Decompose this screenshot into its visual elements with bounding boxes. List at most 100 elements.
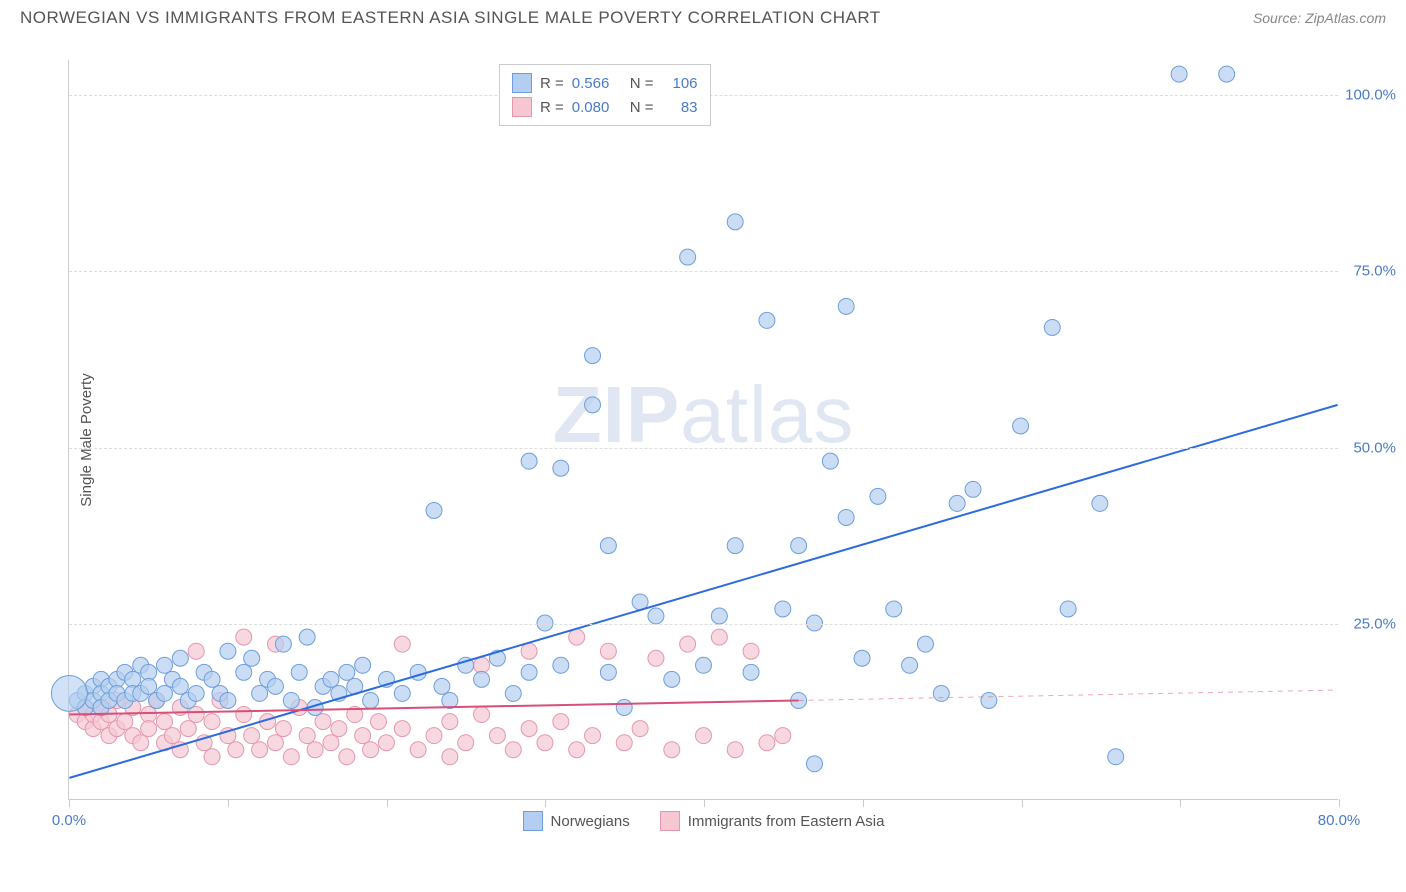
data-point (600, 664, 616, 680)
legend-r-label: R = (540, 75, 564, 92)
data-point (188, 707, 204, 723)
data-point (141, 721, 157, 737)
data-point (791, 538, 807, 554)
data-point (537, 735, 553, 751)
data-point (759, 312, 775, 328)
data-point (505, 685, 521, 701)
y-tick-label: 75.0% (1353, 263, 1396, 280)
legend-series-item: Immigrants from Eastern Asia (660, 811, 885, 831)
data-point (51, 675, 87, 711)
data-point (822, 453, 838, 469)
data-point (902, 657, 918, 673)
data-point (236, 664, 252, 680)
data-point (711, 608, 727, 624)
x-tick (545, 799, 546, 807)
data-point (680, 636, 696, 652)
x-tick (1180, 799, 1181, 807)
data-point (164, 728, 180, 744)
data-point (291, 664, 307, 680)
legend-correlation: R =0.566N =106R =0.080N =83 (499, 64, 711, 126)
data-point (1044, 319, 1060, 335)
data-point (1092, 495, 1108, 511)
data-point (220, 692, 236, 708)
data-point (838, 298, 854, 314)
data-point (521, 453, 537, 469)
data-point (283, 692, 299, 708)
data-point (727, 742, 743, 758)
legend-swatch (523, 811, 543, 831)
data-point (394, 721, 410, 737)
data-point (775, 728, 791, 744)
data-point (616, 735, 632, 751)
data-point (117, 714, 133, 730)
x-tick (704, 799, 705, 807)
data-point (188, 685, 204, 701)
data-point (664, 742, 680, 758)
data-point (489, 728, 505, 744)
data-point (965, 481, 981, 497)
data-point (220, 643, 236, 659)
y-tick-label: 25.0% (1353, 615, 1396, 632)
header: NORWEGIAN VS IMMIGRANTS FROM EASTERN ASI… (0, 0, 1406, 32)
data-point (434, 678, 450, 694)
data-point (156, 714, 172, 730)
x-tick (1339, 799, 1340, 807)
data-point (886, 601, 902, 617)
data-point (505, 742, 521, 758)
data-point (600, 643, 616, 659)
data-point (933, 685, 949, 701)
data-point (1219, 66, 1235, 82)
data-point (743, 664, 759, 680)
data-point (267, 678, 283, 694)
data-point (204, 671, 220, 687)
data-point (648, 608, 664, 624)
data-point (585, 728, 601, 744)
legend-swatch (660, 811, 680, 831)
y-tick-label: 100.0% (1345, 87, 1396, 104)
data-point (585, 397, 601, 413)
y-tick-label: 50.0% (1353, 439, 1396, 456)
data-point (275, 721, 291, 737)
regression-line (69, 405, 1337, 778)
data-point (664, 671, 680, 687)
data-point (244, 650, 260, 666)
data-point (180, 721, 196, 737)
data-point (363, 692, 379, 708)
data-point (474, 707, 490, 723)
data-point (283, 749, 299, 765)
data-point (727, 538, 743, 554)
data-point (363, 742, 379, 758)
legend-r-value: 0.080 (572, 99, 622, 116)
data-point (394, 685, 410, 701)
data-point (204, 714, 220, 730)
data-point (355, 657, 371, 673)
legend-row: R =0.566N =106 (512, 71, 698, 95)
data-point (759, 735, 775, 751)
data-point (696, 657, 712, 673)
data-point (680, 249, 696, 265)
legend-n-value: 83 (662, 99, 698, 116)
data-point (156, 685, 172, 701)
legend-r-label: R = (540, 99, 564, 116)
data-point (648, 650, 664, 666)
legend-row: R =0.080N =83 (512, 95, 698, 119)
data-point (252, 685, 268, 701)
legend-series-item: Norwegians (523, 811, 630, 831)
data-point (585, 348, 601, 364)
data-point (743, 643, 759, 659)
data-point (442, 714, 458, 730)
data-point (553, 460, 569, 476)
data-point (632, 721, 648, 737)
data-point (474, 671, 490, 687)
regression-line-dashed (799, 690, 1338, 700)
chart-title: NORWEGIAN VS IMMIGRANTS FROM EASTERN ASI… (20, 8, 881, 28)
plot-area: ZIPatlas R =0.566N =106R =0.080N =83 Nor… (68, 60, 1338, 800)
data-point (141, 678, 157, 694)
data-point (307, 742, 323, 758)
data-point (133, 735, 149, 751)
gridline (69, 624, 1338, 625)
x-tick (228, 799, 229, 807)
data-point (299, 728, 315, 744)
data-point (204, 749, 220, 765)
data-point (426, 502, 442, 518)
